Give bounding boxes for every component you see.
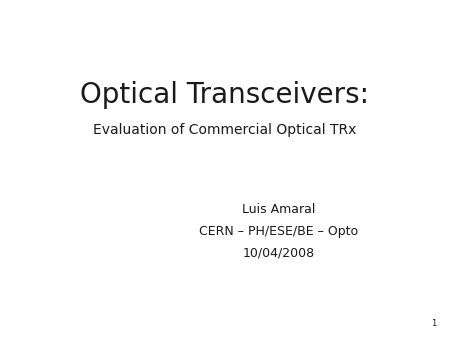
Text: CERN – PH/ESE/BE – Opto: CERN – PH/ESE/BE – Opto	[199, 225, 359, 238]
Text: Luis Amaral: Luis Amaral	[242, 203, 316, 216]
Text: 1: 1	[431, 319, 436, 328]
Text: 10/04/2008: 10/04/2008	[243, 247, 315, 260]
Text: Evaluation of Commercial Optical TRx: Evaluation of Commercial Optical TRx	[93, 123, 357, 137]
Text: Optical Transceivers:: Optical Transceivers:	[81, 81, 369, 108]
